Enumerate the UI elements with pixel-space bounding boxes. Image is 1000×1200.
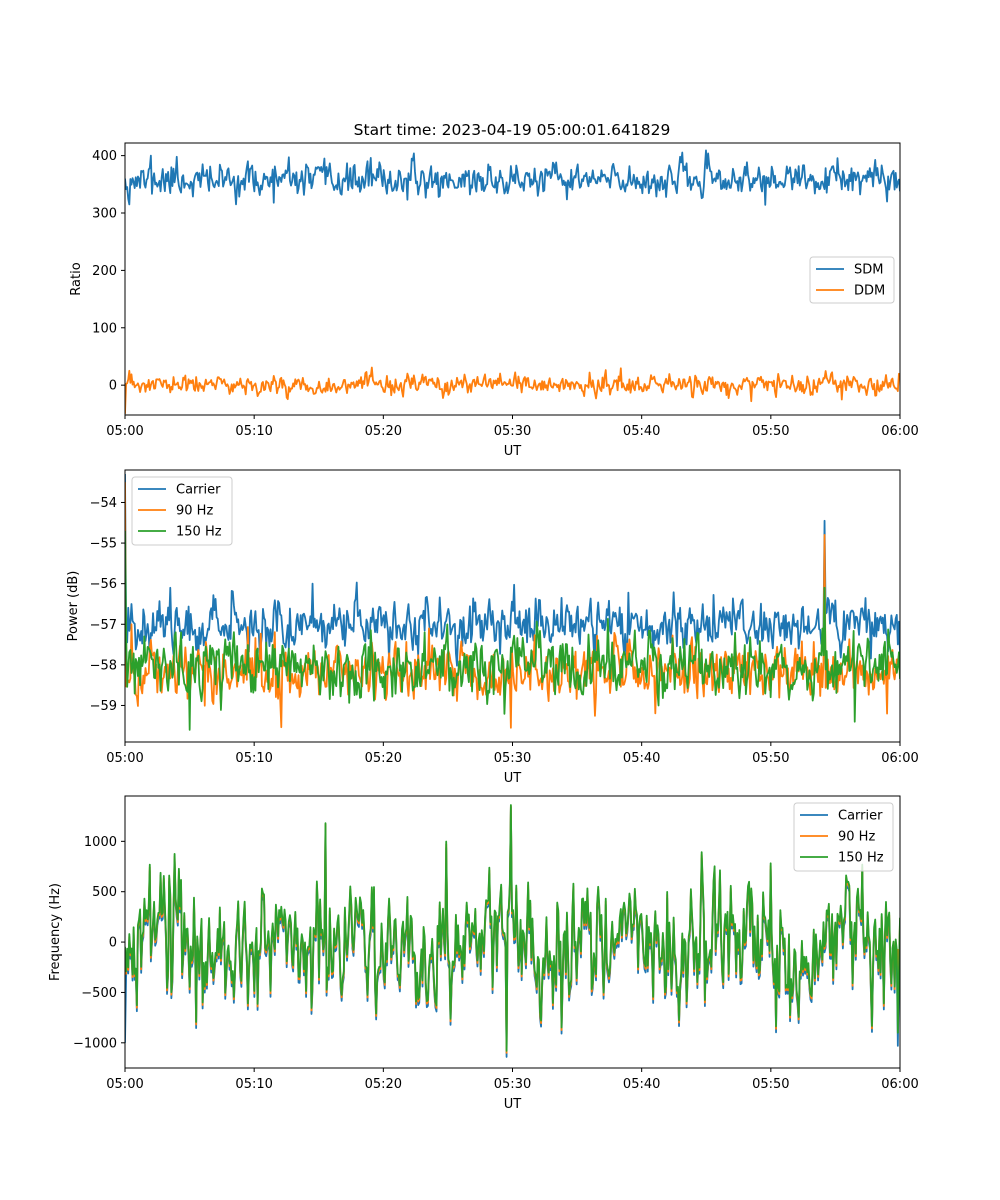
x-tick-label: 05:20 bbox=[365, 424, 402, 439]
y-tick-label: −55 bbox=[90, 537, 117, 552]
y-axis-label: Frequency (Hz) bbox=[48, 883, 63, 981]
x-tick-label: 06:00 bbox=[881, 751, 918, 766]
legend: Carrier 90 Hz 150 Hz bbox=[131, 476, 233, 546]
y-tick-label: −59 bbox=[90, 699, 117, 714]
series-line-sdm bbox=[125, 149, 900, 206]
x-tick-label: 06:00 bbox=[881, 424, 918, 439]
x-tick-label: 05:50 bbox=[752, 1077, 789, 1092]
x-tick-label: 05:00 bbox=[106, 751, 143, 766]
x-tick-label: 06:00 bbox=[881, 1077, 918, 1092]
y-tick-label: 300 bbox=[92, 207, 117, 222]
legend-label: Carrier bbox=[838, 809, 883, 824]
legend-label: SDM bbox=[854, 263, 883, 278]
x-tick-label: 05:10 bbox=[235, 751, 272, 766]
y-axis-label: Power (dB) bbox=[66, 571, 81, 642]
panel-3: 05:00 05:10 05:20 05:30 05:40 05:50 06:00 −1000… bbox=[48, 795, 919, 1112]
x-tick-label: 05:10 bbox=[235, 424, 272, 439]
panels: 05:00 05:10 05:20 05:30 05:40 05:50 06:00 0 100 2… bbox=[48, 142, 919, 1112]
x-tick-label: 05:00 bbox=[106, 1077, 143, 1092]
y-tick-label: 500 bbox=[92, 885, 117, 900]
y-tick-label: 0 bbox=[109, 379, 117, 394]
legend-box bbox=[131, 476, 233, 546]
legend: SDM DDM bbox=[809, 256, 895, 304]
x-tick-label: 05:00 bbox=[106, 424, 143, 439]
legend-label: DDM bbox=[854, 284, 885, 299]
figure-title: Start time: 2023-04-19 05:00:01.641829 bbox=[354, 121, 671, 139]
series-line-150-hz bbox=[125, 530, 900, 731]
legend: Carrier 90 Hz 150 Hz bbox=[793, 802, 894, 872]
y-tick-label: −56 bbox=[90, 577, 117, 592]
x-tick-label: 05:50 bbox=[752, 424, 789, 439]
y-tick-label: 400 bbox=[92, 149, 117, 164]
y-tick-label: 0 bbox=[109, 936, 117, 951]
y-tick-label: 100 bbox=[92, 321, 117, 336]
x-tick-label: 05:20 bbox=[365, 751, 402, 766]
x-tick-label: 05:30 bbox=[494, 424, 531, 439]
y-tick-label: −1000 bbox=[73, 1036, 117, 1051]
plot-area-3 bbox=[125, 804, 900, 1058]
y-tick-label: −500 bbox=[81, 986, 117, 1001]
series-line-150-hz bbox=[125, 804, 900, 1052]
legend-label: Carrier bbox=[176, 483, 221, 498]
x-tick-label: 05:40 bbox=[623, 1077, 660, 1092]
series-line-carrier bbox=[125, 474, 900, 667]
y-tick-label: −57 bbox=[90, 618, 117, 633]
x-axis-label: UT bbox=[504, 444, 522, 459]
legend-label: 150 Hz bbox=[176, 525, 222, 540]
x-tick-label: 05:40 bbox=[623, 424, 660, 439]
x-tick-label: 05:30 bbox=[494, 1077, 531, 1092]
x-axis-label: UT bbox=[504, 1097, 522, 1112]
x-tick-label: 05:40 bbox=[623, 751, 660, 766]
x-tick-label: 05:20 bbox=[365, 1077, 402, 1092]
y-tick-label: 1000 bbox=[84, 835, 117, 850]
panel-1: 05:00 05:10 05:20 05:30 05:40 05:50 06:00 0 100 2… bbox=[69, 142, 919, 459]
y-tick-label: 200 bbox=[92, 264, 117, 279]
legend-label: 150 Hz bbox=[838, 851, 884, 866]
legend-box bbox=[793, 802, 894, 872]
legend-label: 90 Hz bbox=[176, 504, 213, 519]
panel-2: 05:00 05:10 05:20 05:30 05:40 05:50 06:00 −59 −5… bbox=[66, 469, 919, 786]
y-tick-label: −58 bbox=[90, 658, 117, 673]
x-axis-label: UT bbox=[504, 771, 522, 786]
x-tick-label: 05:10 bbox=[235, 1077, 272, 1092]
series-line-ddm bbox=[125, 366, 900, 414]
plot-area-1 bbox=[125, 149, 900, 414]
x-tick-label: 05:50 bbox=[752, 751, 789, 766]
plot-area-2 bbox=[125, 474, 900, 731]
legend-label: 90 Hz bbox=[838, 830, 875, 845]
x-tick-label: 05:30 bbox=[494, 751, 531, 766]
y-tick-label: −54 bbox=[90, 496, 117, 511]
y-axis-label: Ratio bbox=[69, 262, 84, 295]
